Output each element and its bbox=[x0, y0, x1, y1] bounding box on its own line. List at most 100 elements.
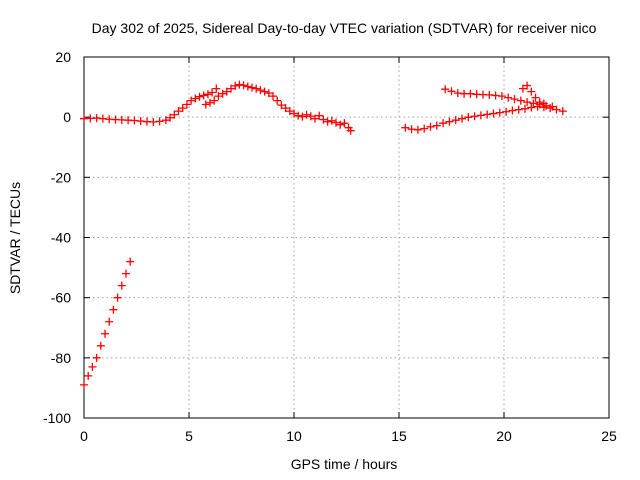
y-tick-label: -60 bbox=[51, 290, 71, 306]
data-point bbox=[502, 107, 511, 116]
y-tick-label: 0 bbox=[63, 109, 71, 125]
data-point bbox=[489, 109, 498, 118]
data-point bbox=[260, 87, 269, 96]
data-point bbox=[441, 85, 450, 94]
data-point bbox=[535, 98, 544, 107]
data-point bbox=[80, 380, 88, 389]
data-point bbox=[315, 111, 324, 120]
data-point bbox=[256, 86, 265, 95]
y-tick-label: -80 bbox=[51, 350, 71, 366]
chart-title: Day 302 of 2025, Sidereal Day-to-day VTE… bbox=[92, 20, 597, 36]
data-point bbox=[451, 116, 460, 125]
data-point bbox=[483, 110, 492, 119]
y-tick-label: -40 bbox=[51, 230, 71, 246]
data-point bbox=[203, 90, 212, 99]
data-point bbox=[523, 81, 532, 90]
data-point bbox=[439, 119, 448, 128]
data-point bbox=[239, 81, 248, 90]
data-point bbox=[212, 84, 221, 93]
data-point bbox=[195, 92, 204, 101]
data-point bbox=[311, 114, 319, 123]
data-point bbox=[426, 122, 435, 131]
data-point bbox=[447, 87, 456, 96]
data-point bbox=[285, 107, 294, 116]
data-point bbox=[105, 317, 114, 326]
data-point bbox=[323, 117, 332, 126]
data-point bbox=[96, 341, 105, 350]
data-point bbox=[476, 111, 485, 120]
data-point bbox=[88, 362, 97, 371]
data-point bbox=[558, 107, 567, 116]
data-point bbox=[508, 106, 517, 115]
data-point bbox=[201, 100, 210, 109]
data-point bbox=[523, 98, 532, 107]
data-point bbox=[298, 112, 307, 121]
x-tick-label: 15 bbox=[391, 428, 407, 444]
data-point bbox=[109, 305, 118, 314]
data-point bbox=[222, 87, 231, 96]
data-point bbox=[281, 104, 290, 113]
data-point bbox=[401, 123, 410, 132]
data-point bbox=[458, 114, 466, 123]
data-point bbox=[113, 293, 122, 302]
data-point bbox=[273, 96, 282, 105]
data-point bbox=[117, 281, 126, 290]
data-point bbox=[516, 96, 525, 105]
data-point bbox=[340, 119, 349, 128]
y-tick-label: -100 bbox=[43, 410, 71, 426]
data-point bbox=[302, 110, 311, 119]
data-point bbox=[218, 89, 227, 98]
y-axis-label: SDTVAR / TECUs bbox=[7, 182, 23, 294]
data-point bbox=[231, 81, 240, 90]
data-point bbox=[510, 95, 519, 104]
data-point bbox=[269, 92, 277, 101]
x-tick-label: 10 bbox=[286, 428, 302, 444]
data-point bbox=[101, 329, 109, 338]
data-point bbox=[497, 92, 506, 101]
data-point bbox=[432, 121, 441, 130]
data-point bbox=[290, 109, 298, 118]
grid bbox=[84, 57, 609, 418]
x-axis-label: GPS time / hours bbox=[291, 456, 398, 472]
data-point bbox=[187, 96, 196, 105]
data-point bbox=[294, 111, 303, 120]
data-point bbox=[252, 84, 261, 93]
data-point bbox=[518, 84, 527, 93]
data-point bbox=[178, 104, 187, 113]
data-point bbox=[182, 100, 191, 109]
y-tick-label: 20 bbox=[55, 49, 71, 65]
data-point bbox=[208, 88, 217, 97]
data-point bbox=[527, 87, 536, 96]
data-point bbox=[248, 83, 256, 92]
data-point bbox=[527, 103, 536, 112]
data-point bbox=[552, 105, 561, 114]
data-point bbox=[191, 94, 200, 103]
data-point bbox=[210, 96, 219, 105]
data-point bbox=[227, 84, 235, 93]
data-point bbox=[504, 93, 513, 102]
data-point bbox=[420, 124, 429, 133]
data-point bbox=[264, 89, 273, 98]
data-point bbox=[174, 107, 183, 116]
axis-ticks: 0 5 10 15 20 25 -100 -80 -60 -40 -20 0 20 bbox=[43, 49, 617, 444]
data-point bbox=[243, 82, 252, 91]
data-point bbox=[332, 118, 340, 127]
data-point bbox=[548, 102, 557, 111]
data-point bbox=[346, 126, 355, 135]
data-point bbox=[214, 92, 223, 101]
data-series bbox=[80, 80, 567, 389]
data-point bbox=[199, 91, 208, 100]
y-tick-label: -20 bbox=[51, 169, 71, 185]
x-tick-label: 20 bbox=[496, 428, 512, 444]
data-point bbox=[529, 99, 538, 108]
x-tick-label: 0 bbox=[80, 428, 88, 444]
x-tick-label: 25 bbox=[601, 428, 617, 444]
data-point bbox=[539, 99, 548, 108]
data-point bbox=[531, 93, 540, 102]
data-point bbox=[413, 125, 422, 134]
data-point bbox=[464, 113, 473, 122]
data-point bbox=[122, 269, 130, 278]
data-point bbox=[206, 98, 214, 107]
x-tick-label: 5 bbox=[185, 428, 193, 444]
